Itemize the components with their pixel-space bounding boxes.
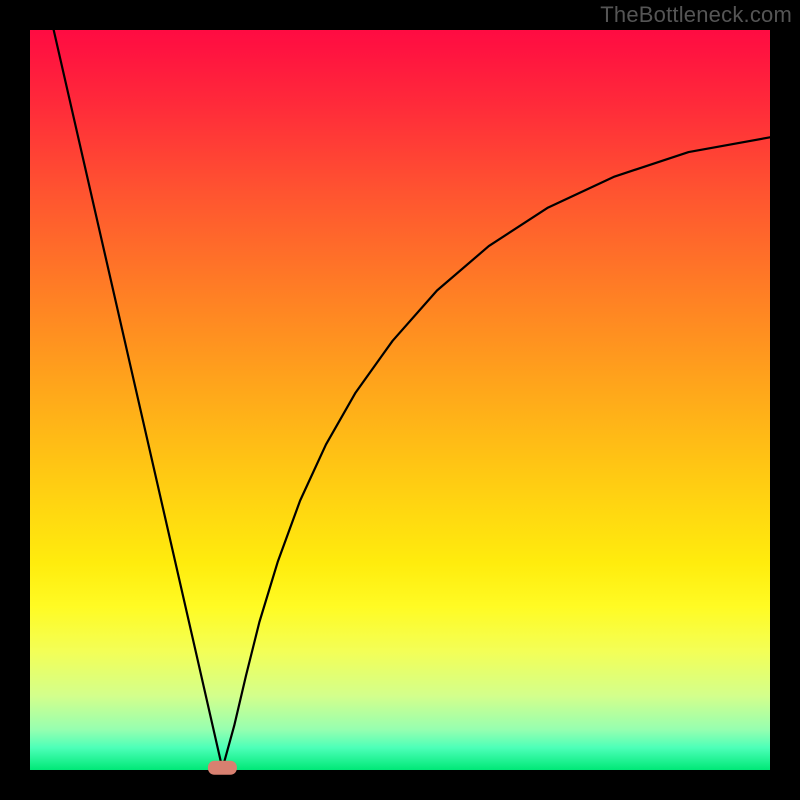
chart-container: TheBottleneck.com [0, 0, 800, 800]
watermark-label: TheBottleneck.com [600, 2, 792, 28]
plot-background [30, 30, 770, 770]
bottleneck-chart [0, 0, 800, 800]
optimal-marker [208, 761, 236, 774]
